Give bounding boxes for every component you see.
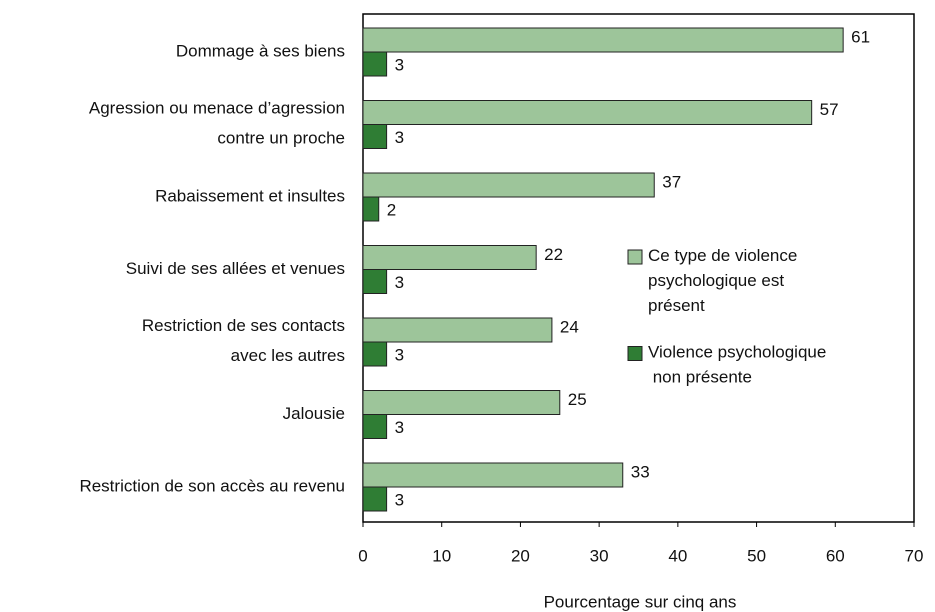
value-label: 37: [662, 172, 681, 191]
bar: [362, 100, 813, 125]
legend-label: Violence psychologique non présente: [648, 343, 826, 387]
legend-swatch: [627, 346, 643, 361]
value-label: 3: [395, 490, 404, 509]
x-tick-label: 30: [590, 546, 609, 565]
bar: [362, 390, 561, 415]
bar: [362, 51, 388, 77]
value-label: 33: [631, 462, 650, 481]
value-label: 57: [820, 100, 839, 119]
x-tick-label: 60: [826, 546, 845, 565]
y-tick-label: Dommage à ses biens: [176, 41, 345, 60]
legend-swatch: [627, 249, 643, 265]
value-label: 2: [387, 200, 396, 219]
value-label: 3: [395, 128, 404, 147]
x-tick-label: 70: [905, 546, 924, 565]
x-tick-label: 40: [668, 546, 687, 565]
x-tick-label: 10: [432, 546, 451, 565]
bar: [362, 462, 624, 488]
bar: [362, 196, 380, 222]
legend-label: Ce type de violence psychologique est prés…: [648, 246, 797, 315]
y-tick-label: Restriction de ses contacts avec les autr…: [142, 316, 345, 365]
x-tick-label: 0: [358, 546, 367, 565]
x-axis-title: Pourcentage sur cinq ans: [544, 592, 737, 611]
y-tick-label: Suivi de ses allées et venues: [126, 259, 345, 278]
value-label: 25: [568, 390, 587, 409]
bar: [362, 486, 388, 512]
value-label: 24: [560, 317, 579, 336]
bar: [362, 269, 388, 294]
value-label: 3: [395, 418, 404, 437]
bar: [362, 172, 655, 198]
x-tick-label: 50: [747, 546, 766, 565]
x-tick-label: 20: [511, 546, 530, 565]
value-label: 61: [851, 27, 870, 46]
bar: [362, 124, 388, 149]
value-label: 22: [544, 245, 563, 264]
value-label: 3: [395, 273, 404, 292]
bar: [362, 341, 388, 367]
y-tick-label: Agression ou menace d’agression contre un…: [89, 99, 345, 148]
value-label: 3: [395, 55, 404, 74]
y-tick-label: Jalousie: [283, 404, 345, 423]
y-tick-label: Rabaissement et insultes: [155, 186, 345, 205]
bar: [362, 414, 388, 439]
bar: [362, 245, 537, 270]
bar: [362, 27, 844, 53]
bar: [362, 317, 553, 343]
y-tick-label: Restriction de son accès au revenu: [79, 476, 345, 495]
value-label: 3: [395, 345, 404, 364]
